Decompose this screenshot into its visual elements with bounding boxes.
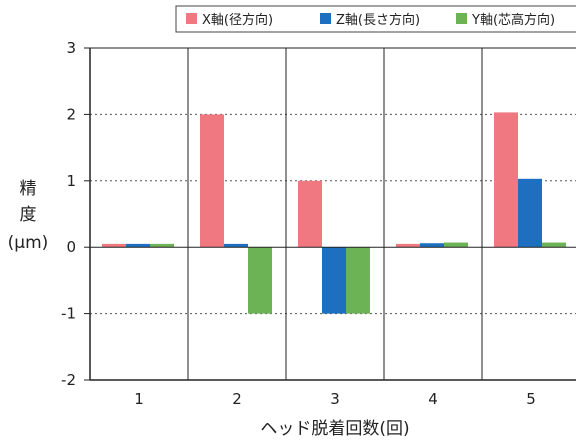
x-tick-label: 1 [134, 390, 144, 408]
bar-series-2-cat-1 [126, 243, 150, 248]
bar-series-3-cat-1 [150, 243, 174, 248]
bar-series-1-cat-1 [102, 243, 126, 248]
bar-series-3-cat-5 [542, 242, 566, 248]
legend-swatch-series-3 [456, 13, 467, 24]
axes [84, 47, 576, 381]
bar-series-1-cat-2 [200, 114, 224, 248]
x-tick-label: 4 [428, 390, 438, 408]
bar-series-2-cat-2 [224, 243, 248, 248]
bar-series-2-cat-3 [322, 247, 346, 314]
y-tick-label: 1 [66, 172, 76, 190]
y-tick-label: 3 [66, 39, 76, 57]
x-tick-labels: 1 2 3 4 5 [134, 390, 536, 408]
legend-label-series-3: Y軸(芯高方向) [471, 12, 555, 28]
y-tick-label: -1 [61, 305, 76, 323]
y-axis-title-line-3: (μm) [8, 233, 49, 253]
y-axis-title-line-1: 精 [20, 179, 37, 199]
legend-swatch-series-1 [186, 13, 197, 24]
bar-series-3-cat-3 [346, 247, 370, 314]
y-tick-label: -2 [61, 371, 76, 389]
legend-label-series-2: Z軸(長さ方向) [336, 12, 420, 28]
bar-series-2-cat-4 [420, 243, 444, 248]
y-tick-labels: 3 2 1 0 -1 -2 [61, 39, 76, 389]
bar-series-1-cat-5 [494, 112, 518, 248]
bar-series-1-cat-4 [396, 243, 420, 248]
y-tick-label: 0 [66, 238, 76, 256]
x-tick-label: 3 [330, 390, 340, 408]
legend-label-series-1: X軸(径方向) [202, 12, 273, 28]
legend-box [175, 5, 576, 33]
legend: X軸(径方向) Z軸(長さ方向) Y軸(芯高方向) [175, 5, 576, 33]
bars [102, 112, 566, 314]
y-axis-title-line-2: 度 [20, 205, 37, 225]
legend-swatch-series-2 [320, 13, 331, 24]
bar-series-2-cat-5 [518, 178, 542, 248]
bar-series-3-cat-4 [444, 242, 468, 248]
x-tick-label: 2 [232, 390, 242, 408]
x-axis-title: ヘッド脱着回数(回) [260, 419, 409, 439]
x-tick-label: 5 [526, 390, 536, 408]
y-tick-label: 2 [66, 105, 76, 123]
bar-series-1-cat-3 [298, 180, 322, 248]
bar-series-3-cat-2 [248, 247, 272, 314]
